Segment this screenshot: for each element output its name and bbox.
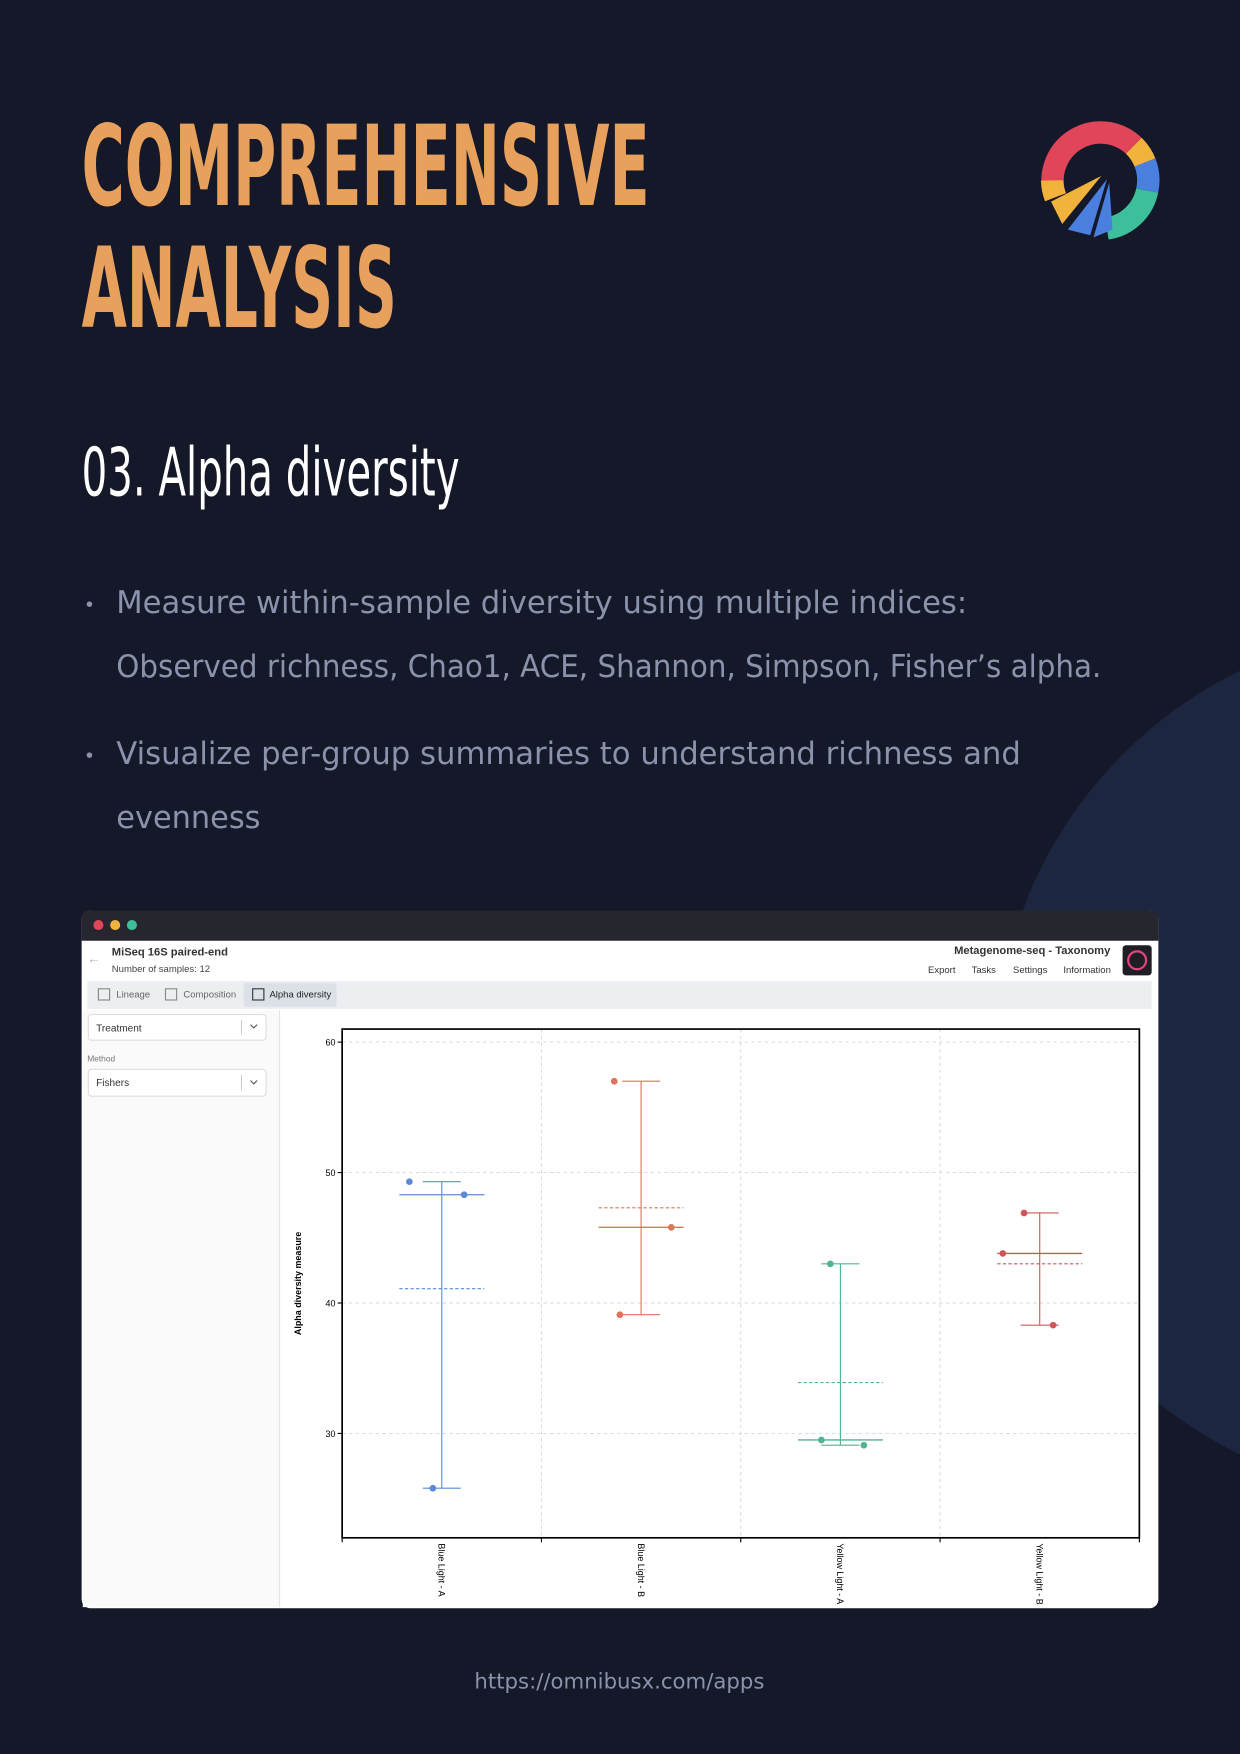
data-point bbox=[406, 1178, 413, 1186]
tab[interactable]: Alpha diversity bbox=[269, 990, 331, 1001]
x-tick-label: Blue Light - A bbox=[436, 1543, 446, 1596]
bullet-text: Observed richness, Chao1, ACE, Shannon, … bbox=[116, 649, 1101, 685]
sample-count: Number of samples: 12 bbox=[112, 964, 210, 975]
y-tick-label: 30 bbox=[325, 1429, 335, 1439]
bullet-text: Visualize per-group summaries to underst… bbox=[116, 736, 1021, 772]
y-tick-label: 40 bbox=[325, 1298, 335, 1308]
bullet-text: Measure within-sample diversity using mu… bbox=[116, 585, 967, 621]
chart: 30 40 50 60 Alpha diversity measure Blue Ligh… bbox=[293, 1028, 1141, 1605]
x-tick-label: Yellow Light - B bbox=[1034, 1543, 1044, 1604]
x-tick-label: Blue Light - B bbox=[636, 1543, 646, 1597]
window-minimize[interactable] bbox=[110, 920, 121, 931]
window-close[interactable] bbox=[93, 920, 104, 931]
title-line: ANALYSIS bbox=[82, 224, 397, 354]
window-maximize[interactable] bbox=[126, 920, 137, 931]
method-select[interactable] bbox=[87, 1068, 267, 1097]
tab-active bbox=[243, 983, 337, 1007]
bullet-dot bbox=[86, 601, 93, 607]
y-axis-label: Alpha diversity measure bbox=[293, 1232, 303, 1335]
x-tick-label: Yellow Light - A bbox=[835, 1543, 845, 1604]
chevron bbox=[250, 1080, 258, 1085]
data-point bbox=[860, 1441, 868, 1449]
method-label: Method bbox=[87, 1053, 115, 1063]
chevron bbox=[250, 1024, 258, 1029]
data-point bbox=[616, 1311, 624, 1319]
tab[interactable]: Lineage bbox=[116, 990, 150, 1001]
side-panel bbox=[82, 1010, 280, 1608]
data-point bbox=[460, 1191, 468, 1199]
data-point bbox=[1020, 1209, 1028, 1217]
tab-icon bbox=[164, 988, 178, 1001]
data-point bbox=[1049, 1321, 1057, 1329]
data-point bbox=[610, 1077, 618, 1085]
menu-item[interactable]: Information bbox=[1063, 965, 1111, 976]
method-select-value: Fishers bbox=[96, 1078, 129, 1089]
title-line: COMPREHENSIVE bbox=[82, 102, 650, 232]
y-tick-label: 60 bbox=[325, 1037, 335, 1047]
app-icon[interactable] bbox=[1122, 945, 1152, 976]
menu-item[interactable]: Settings bbox=[1013, 965, 1048, 976]
group-select[interactable] bbox=[87, 1013, 267, 1041]
tab-icon bbox=[97, 988, 111, 1001]
bullet-text: evenness bbox=[116, 800, 260, 836]
tab[interactable]: Composition bbox=[183, 990, 236, 1001]
menu-item[interactable]: Export bbox=[928, 965, 956, 976]
plot-frame bbox=[341, 1028, 1141, 1539]
menu-item[interactable]: Tasks bbox=[972, 965, 997, 976]
data-point bbox=[667, 1223, 675, 1231]
group-select-value: Treatment bbox=[96, 1023, 142, 1034]
module-name: Metagenome-seq - Taxonomy bbox=[954, 945, 1111, 957]
data-point bbox=[826, 1260, 834, 1268]
data-point bbox=[429, 1484, 437, 1492]
subtitle: 03. Alpha diversity bbox=[82, 434, 460, 512]
back-arrow[interactable]: ← bbox=[87, 951, 100, 966]
logo bbox=[1040, 121, 1160, 240]
footer-url[interactable]: https://omnibusx.com/apps bbox=[474, 1670, 764, 1695]
app-icon-ring bbox=[1127, 950, 1148, 971]
app-window: ← MiSeq 16S paired-end Number of samples… bbox=[81, 910, 1159, 1609]
y-tick-label: 50 bbox=[325, 1168, 335, 1178]
title-bar bbox=[81, 910, 1159, 941]
data-point bbox=[818, 1436, 825, 1444]
bullet-dot bbox=[86, 752, 93, 758]
tab-icon bbox=[252, 988, 265, 1001]
project-name: MiSeq 16S paired-end bbox=[112, 946, 228, 958]
data-point bbox=[999, 1250, 1007, 1257]
